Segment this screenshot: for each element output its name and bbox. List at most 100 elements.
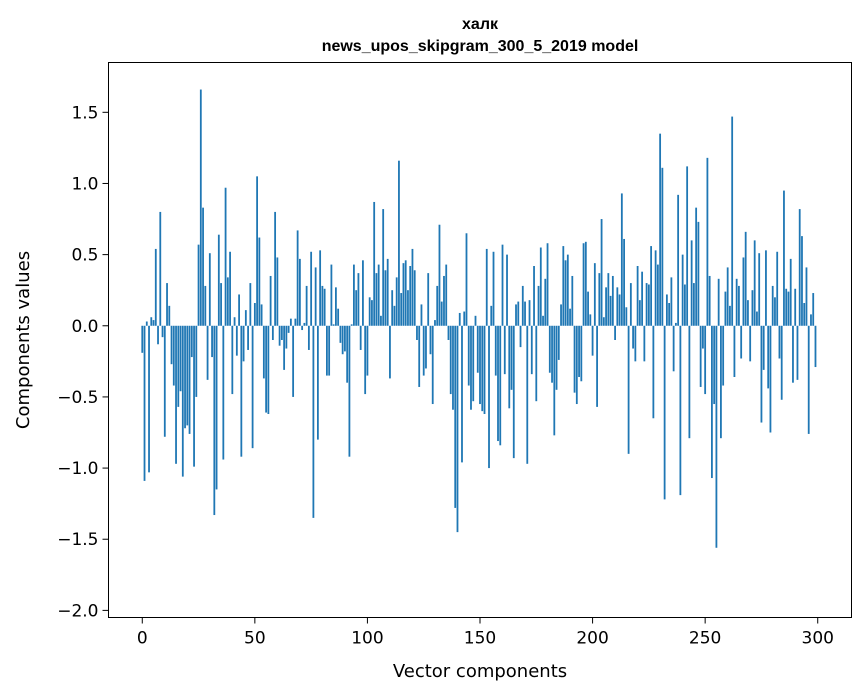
bar [765, 250, 767, 326]
bar [805, 267, 808, 326]
bar [438, 224, 441, 326]
x-tick-label: 100 [351, 629, 383, 649]
chart-subtitle: news_upos_skipgram_300_5_2019 model [322, 38, 639, 55]
bar [179, 325, 182, 392]
bar [488, 325, 490, 469]
bar [533, 266, 535, 326]
y-tick-label: −0.5 [57, 388, 98, 408]
bar [733, 325, 736, 377]
bar [314, 267, 317, 326]
bar [681, 254, 684, 326]
bar [548, 325, 551, 373]
bar [197, 244, 200, 326]
bar [650, 246, 653, 326]
bar [672, 325, 675, 372]
bar [537, 285, 540, 326]
bar [368, 297, 371, 326]
bar [519, 325, 522, 348]
bar [553, 325, 556, 436]
y-tick-label: −2.0 [57, 601, 98, 621]
y-tick-label: 1.0 [71, 174, 98, 194]
bar [190, 325, 193, 358]
bar [202, 207, 204, 326]
bar [587, 291, 589, 326]
bar [384, 270, 387, 326]
bar [321, 285, 324, 326]
x-tick-label: 200 [576, 629, 608, 649]
bar [659, 133, 662, 326]
bar [665, 294, 668, 326]
bar [643, 325, 646, 362]
bar [177, 325, 180, 407]
bar [242, 325, 245, 362]
bar [452, 325, 454, 410]
bar [704, 325, 707, 395]
bar [521, 285, 524, 326]
bar [161, 325, 164, 338]
bar [706, 157, 709, 326]
bar [562, 246, 565, 326]
bar [780, 325, 783, 400]
bar [445, 264, 448, 326]
bar [393, 305, 396, 326]
bar [326, 325, 328, 376]
bar [564, 260, 567, 326]
bar [668, 303, 671, 326]
bar [744, 231, 747, 326]
bar [465, 233, 468, 326]
bar [260, 304, 263, 326]
bar [560, 304, 562, 326]
bar [688, 325, 691, 439]
bar [170, 325, 173, 365]
bar [762, 325, 765, 370]
bar [629, 283, 632, 326]
bar [641, 271, 644, 326]
bar [395, 277, 398, 326]
bar [778, 325, 781, 359]
bar [798, 209, 801, 326]
bar [494, 325, 497, 376]
bar [413, 270, 416, 326]
bar [447, 325, 450, 340]
bar [751, 290, 754, 326]
bar [244, 310, 247, 326]
bar [195, 325, 198, 397]
bar [686, 166, 689, 326]
bar [332, 324, 335, 326]
bar [285, 325, 288, 349]
bar [699, 325, 702, 387]
bar [722, 325, 725, 386]
bar [199, 89, 202, 326]
x-axis-label: Vector components [393, 661, 567, 682]
bar [591, 325, 594, 356]
bar [499, 325, 502, 446]
x-tick-label: 150 [464, 629, 496, 649]
bar [654, 250, 657, 326]
bar [328, 325, 331, 376]
bar [785, 288, 788, 326]
bar [506, 254, 508, 326]
bar [638, 300, 641, 326]
bar [256, 176, 258, 326]
bar [776, 251, 779, 326]
bar [481, 325, 484, 412]
bar [458, 312, 461, 326]
bar [292, 325, 295, 397]
bar [307, 325, 310, 350]
bar [717, 278, 720, 326]
bar [620, 193, 623, 326]
bar [575, 325, 578, 405]
bar [555, 325, 558, 390]
bar [355, 290, 358, 326]
bar [206, 325, 209, 380]
bar [602, 317, 605, 326]
bar [472, 325, 475, 402]
bar [589, 314, 592, 326]
bar [796, 325, 799, 380]
bar [298, 258, 301, 326]
bar [645, 283, 648, 326]
bar [357, 273, 360, 326]
bar [262, 325, 265, 379]
bar [542, 315, 544, 326]
